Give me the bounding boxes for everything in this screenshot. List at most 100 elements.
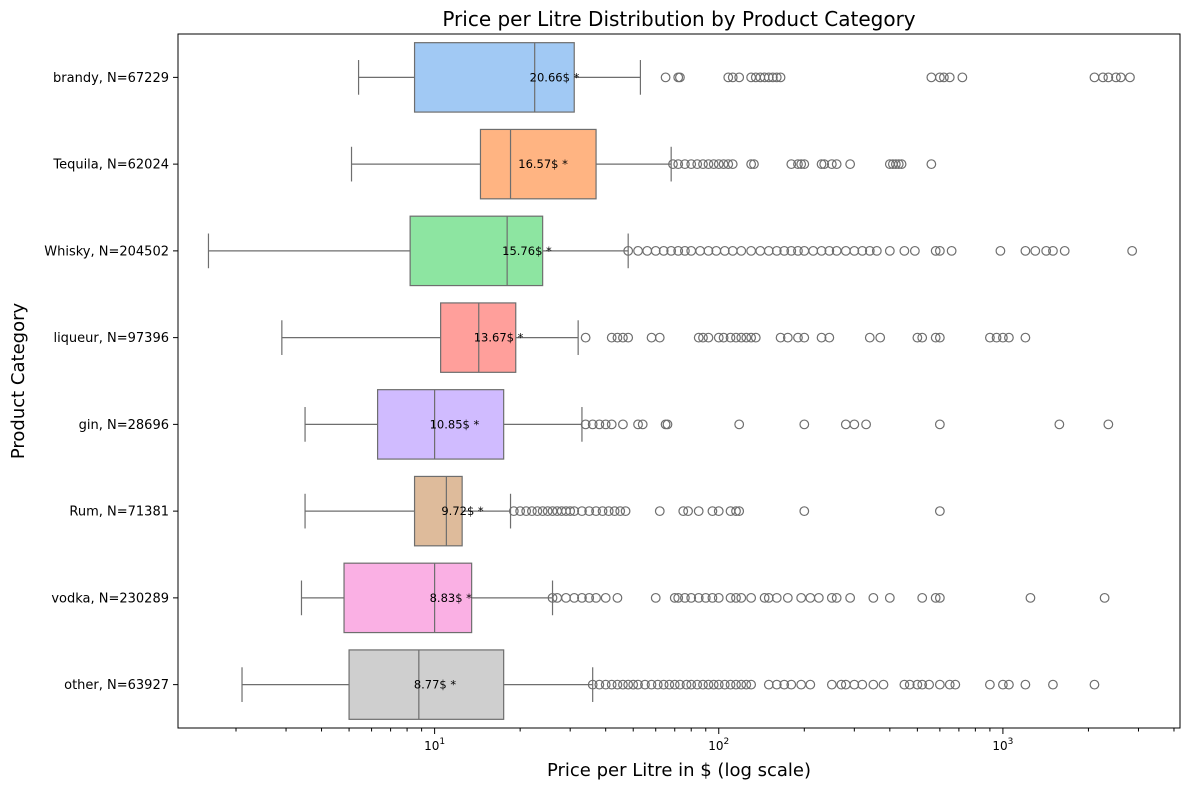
outlier-point xyxy=(678,506,689,517)
outlier-point xyxy=(673,245,684,256)
outlier-point xyxy=(1025,592,1036,603)
outlier-point xyxy=(508,506,519,517)
outlier-point xyxy=(713,592,724,603)
outlier-point xyxy=(658,245,669,256)
outlier-point xyxy=(734,72,745,83)
outlier-point xyxy=(654,506,665,517)
outlier-point xyxy=(759,592,770,603)
outlier-point xyxy=(731,679,741,690)
outlier-point xyxy=(594,679,605,690)
outlier-point xyxy=(693,506,704,517)
outlier-point xyxy=(587,679,598,690)
outlier-point xyxy=(779,245,790,256)
outlier-point xyxy=(597,506,608,517)
outlier-point xyxy=(686,159,697,170)
x-tick-label: 103 xyxy=(992,737,1013,753)
outlier-point xyxy=(749,159,759,170)
outlier-point xyxy=(547,592,558,603)
outlier-point xyxy=(934,245,945,256)
outlier-point xyxy=(816,159,827,170)
y-tick-label: Rum, N=71381 xyxy=(69,505,169,520)
outlier-point xyxy=(686,679,697,690)
outlier-point xyxy=(591,592,601,603)
outlier-point xyxy=(750,332,761,343)
outlier-point xyxy=(782,332,793,343)
outlier-point xyxy=(831,592,842,603)
outlier-point xyxy=(1004,679,1014,690)
x-axis-label: Price per Litre in $ (log scale) xyxy=(547,760,811,781)
y-tick-label: Tequila, N=62024 xyxy=(52,158,169,173)
outlier-point xyxy=(703,245,714,256)
outlier-point xyxy=(849,419,860,430)
outlier-point xyxy=(763,245,774,256)
outlier-point xyxy=(736,332,747,343)
outlier-point xyxy=(957,72,968,83)
outlier-point xyxy=(995,245,1006,256)
outlier-point xyxy=(640,679,650,690)
chart-title: Price per Litre Distribution by Product … xyxy=(442,7,915,31)
outlier-point xyxy=(673,592,684,603)
outlier-point xyxy=(713,332,724,343)
outlier-point xyxy=(620,506,631,517)
outlier-point xyxy=(944,679,955,690)
outlier-point xyxy=(871,245,882,256)
outlier-point xyxy=(875,332,886,343)
outlier-point xyxy=(930,332,941,343)
outlier-point xyxy=(896,159,907,170)
outlier-point xyxy=(537,506,548,517)
outlier-point xyxy=(542,506,553,517)
outlier-point xyxy=(845,592,856,603)
outlier-point xyxy=(658,679,669,690)
outlier-point xyxy=(731,332,741,343)
outlier-point xyxy=(985,679,995,690)
outlier-point xyxy=(836,679,847,690)
outlier-point xyxy=(666,245,677,256)
outlier-point xyxy=(763,679,774,690)
outlier-point xyxy=(786,159,797,170)
outlier-point xyxy=(946,245,957,256)
outlier-point xyxy=(693,332,704,343)
outlier-point xyxy=(612,679,623,690)
outlier-point xyxy=(654,332,665,343)
outlier-point xyxy=(1103,72,1114,83)
outlier-point xyxy=(633,419,643,430)
outlier-point xyxy=(939,72,949,83)
outlier-point xyxy=(603,506,614,517)
outlier-point xyxy=(831,159,842,170)
iqr-box xyxy=(376,389,505,460)
outlier-point xyxy=(669,592,680,603)
outlier-point xyxy=(878,679,889,690)
outlier-point xyxy=(799,506,810,517)
outlier-point xyxy=(698,332,708,343)
outlier-point xyxy=(650,245,661,256)
outlier-point xyxy=(618,679,628,690)
x-tick-label: 102 xyxy=(708,737,729,753)
outlier-point xyxy=(793,332,803,343)
y-axis: brandy, N=67229 Tequila, N=62024 Whisky, N… xyxy=(44,71,178,693)
outlier-point xyxy=(1098,72,1108,83)
outlier-point xyxy=(668,159,678,170)
outlier-point xyxy=(926,159,937,170)
outlier-point xyxy=(515,506,526,517)
outlier-point xyxy=(746,159,757,170)
outlier-point xyxy=(618,332,628,343)
outlier-point xyxy=(679,159,690,170)
outlier-point xyxy=(861,419,871,430)
outlier-point xyxy=(708,679,719,690)
outlier-point xyxy=(736,592,747,603)
outlier-point xyxy=(565,506,576,517)
outlier-point xyxy=(580,419,591,430)
outlier-point xyxy=(727,72,738,83)
outlier-point xyxy=(771,592,782,603)
outlier-point xyxy=(679,592,690,603)
outlier-point xyxy=(708,159,719,170)
outlier-point xyxy=(731,592,741,603)
outlier-point xyxy=(934,592,945,603)
outlier-point xyxy=(719,679,730,690)
outlier-point xyxy=(580,332,591,343)
outlier-point xyxy=(681,679,692,690)
outlier-point xyxy=(609,506,620,517)
outlier-point xyxy=(775,332,786,343)
outlier-point xyxy=(934,679,945,690)
outlier-point xyxy=(612,592,623,603)
